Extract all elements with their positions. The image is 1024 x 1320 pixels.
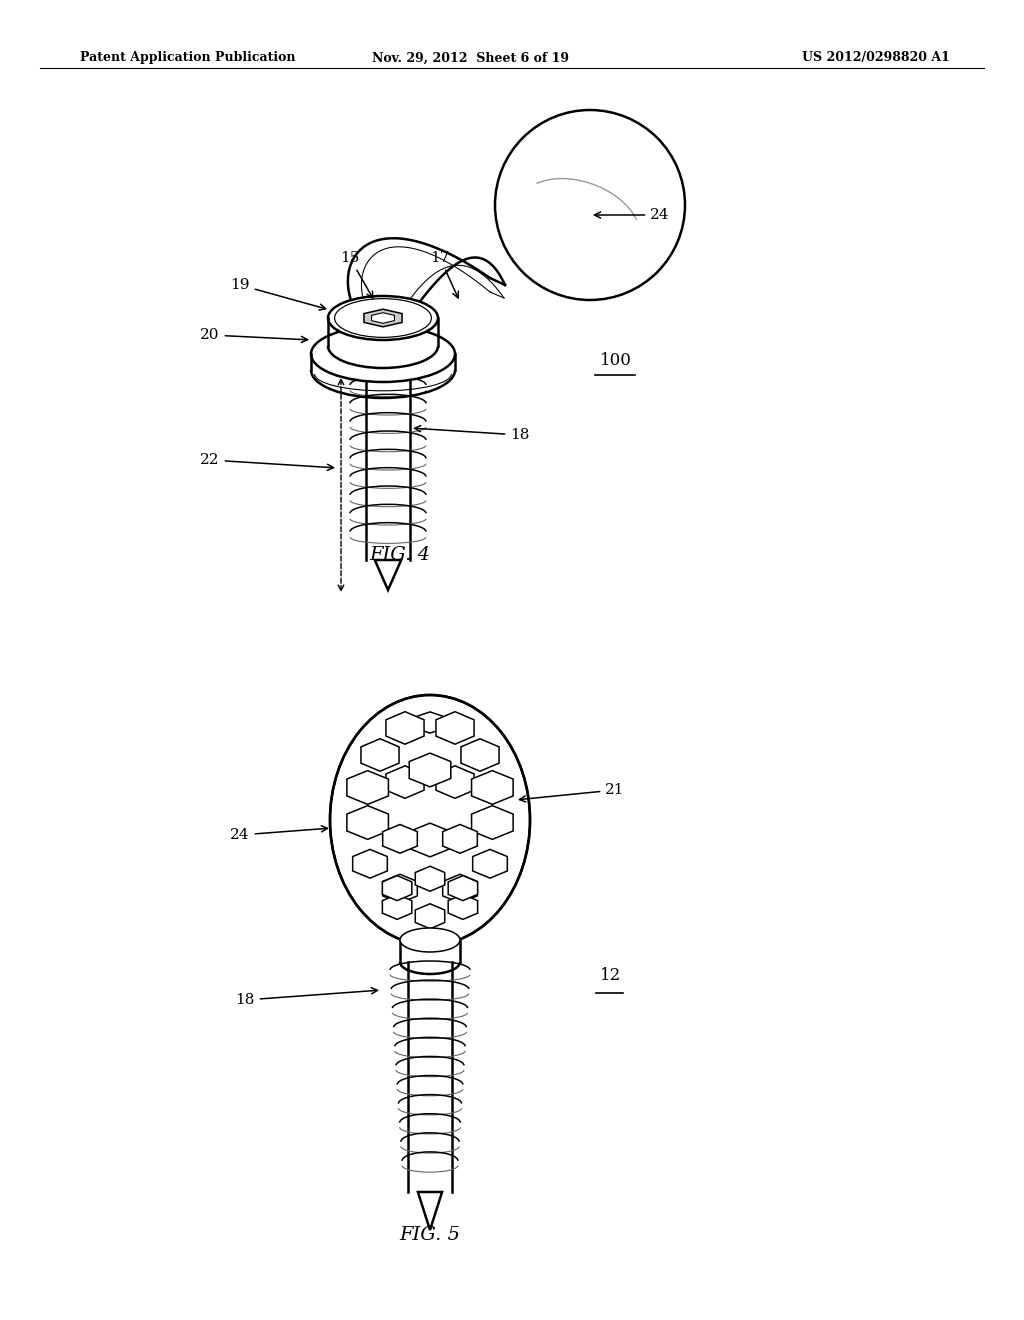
Polygon shape (415, 711, 445, 733)
Polygon shape (347, 805, 388, 840)
Ellipse shape (311, 326, 455, 381)
Text: 24: 24 (595, 209, 670, 222)
Polygon shape (352, 849, 387, 878)
Polygon shape (473, 849, 507, 878)
Polygon shape (360, 739, 399, 771)
Text: 21: 21 (519, 783, 625, 803)
Polygon shape (449, 875, 477, 900)
Text: FIG. 4: FIG. 4 (370, 546, 430, 564)
Ellipse shape (400, 928, 460, 952)
Text: 18: 18 (415, 425, 529, 442)
Text: FIG. 5: FIG. 5 (399, 1226, 461, 1243)
Polygon shape (436, 711, 474, 744)
Polygon shape (472, 805, 513, 840)
Ellipse shape (330, 696, 530, 945)
Text: 19: 19 (230, 279, 326, 310)
Polygon shape (461, 739, 499, 771)
Polygon shape (449, 895, 477, 919)
Polygon shape (375, 560, 401, 590)
Text: 17: 17 (430, 251, 459, 298)
Polygon shape (372, 313, 394, 323)
Polygon shape (442, 874, 477, 903)
Polygon shape (416, 904, 444, 929)
Text: Nov. 29, 2012  Sheet 6 of 19: Nov. 29, 2012 Sheet 6 of 19 (372, 51, 568, 65)
Text: 100: 100 (600, 352, 632, 370)
Polygon shape (386, 766, 424, 799)
Text: 15: 15 (340, 251, 373, 298)
Text: US 2012/0298820 A1: US 2012/0298820 A1 (802, 51, 950, 65)
Polygon shape (383, 825, 418, 853)
Polygon shape (348, 238, 505, 310)
Polygon shape (364, 309, 402, 327)
Polygon shape (416, 866, 444, 891)
Ellipse shape (328, 296, 438, 341)
Text: 18: 18 (236, 987, 378, 1007)
Polygon shape (410, 824, 451, 857)
Polygon shape (383, 874, 418, 903)
Circle shape (495, 110, 685, 300)
Text: 22: 22 (201, 453, 334, 470)
Polygon shape (347, 771, 388, 804)
Polygon shape (418, 1192, 442, 1230)
Text: 24: 24 (230, 826, 328, 842)
Polygon shape (382, 875, 412, 900)
Text: 20: 20 (201, 327, 307, 342)
Text: 12: 12 (600, 968, 622, 983)
Polygon shape (410, 754, 451, 787)
Text: Patent Application Publication: Patent Application Publication (80, 51, 296, 65)
Polygon shape (382, 895, 412, 919)
Polygon shape (472, 771, 513, 804)
Polygon shape (442, 825, 477, 853)
Polygon shape (436, 766, 474, 799)
Polygon shape (386, 711, 424, 744)
